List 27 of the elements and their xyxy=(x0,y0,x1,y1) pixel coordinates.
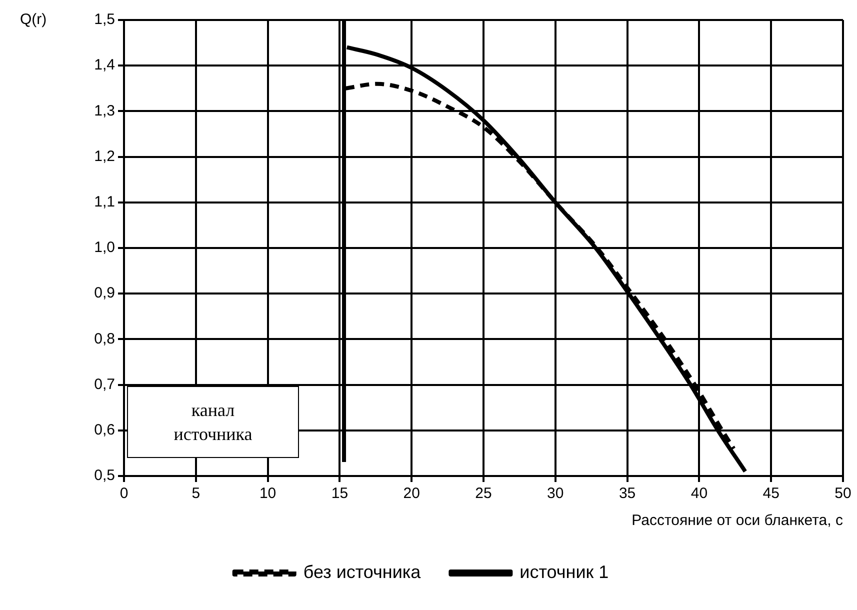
y-tick-label: 1,1 xyxy=(94,194,115,211)
x-tick-label: 0 xyxy=(120,485,128,502)
y-tick-label: 0,5 xyxy=(94,467,115,484)
y-tick-label: 1,0 xyxy=(94,239,115,256)
x-tick-label: 30 xyxy=(547,485,564,502)
legend-label: источник 1 xyxy=(520,562,609,582)
x-tick-label: 5 xyxy=(192,485,200,502)
y-tick-label: 1,2 xyxy=(94,148,115,165)
y-tick-label: 0,7 xyxy=(94,376,115,393)
y-tick-label: 0,6 xyxy=(94,422,115,439)
y-tick-label: 1,4 xyxy=(94,56,115,74)
y-tick-label: 1,3 xyxy=(94,102,115,120)
x-tick-label: 50 xyxy=(834,485,852,502)
x-tick-label: 45 xyxy=(762,485,780,502)
text-box: канал источника xyxy=(127,386,299,458)
x-tick-label: 20 xyxy=(403,485,420,502)
y-tick-label: 1,5 xyxy=(94,11,115,28)
y-tick-label: 0,9 xyxy=(94,284,115,302)
x-tick-label: 40 xyxy=(690,485,708,502)
legend-label: без источника xyxy=(303,562,422,582)
x-axis-title: Расстояние от оси бланкета, с xyxy=(632,512,844,530)
y-tick-label: 0,8 xyxy=(94,330,115,348)
x-tick-label: 25 xyxy=(475,485,492,502)
x-tick-label: 35 xyxy=(618,485,636,502)
x-tick-label: 10 xyxy=(259,485,276,502)
x-tick-label: 15 xyxy=(331,485,348,502)
y-axis-title: Q(r) xyxy=(20,11,47,28)
